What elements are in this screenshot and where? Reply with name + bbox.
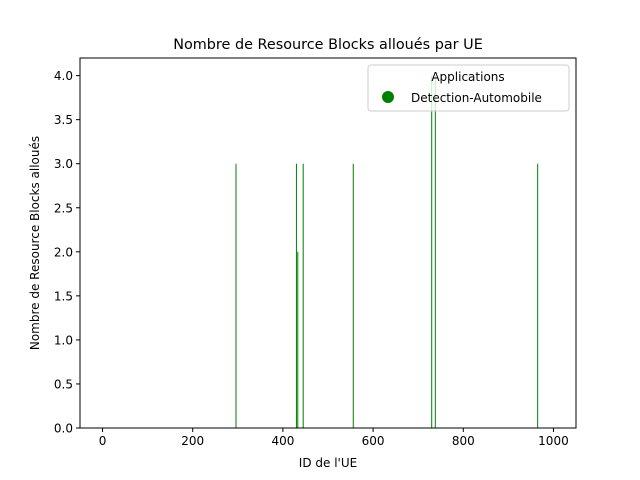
x-tick-label: 200: [181, 434, 204, 448]
x-axis-label: ID de l'UE: [299, 456, 357, 470]
x-tick-label: 400: [271, 434, 294, 448]
y-axis-ticks: 0.0 0.5 1.0 1.5 2.0 2.5 3.0 3.5 4.0: [54, 69, 80, 436]
y-tick-label: 3.0: [54, 157, 73, 171]
bar-ue-738: [434, 75, 436, 428]
legend-box: [367, 64, 570, 112]
bar-ue-556: [352, 163, 354, 428]
y-tick-label: 2.5: [54, 201, 73, 215]
bar-ue-730: [431, 75, 433, 428]
y-tick-label: 4.0: [54, 69, 73, 83]
legend-marker-detection-automobile: [382, 91, 394, 103]
bar-ue-430: [295, 163, 297, 428]
legend-title: Applications: [431, 70, 504, 84]
legend-label-detection-automobile: Detection-Automobile: [411, 91, 542, 105]
x-axis-ticks: 0 200 400 600 800 1000: [99, 428, 569, 448]
chart-title: Nombre de Resource Blocks alloués par UE: [173, 37, 483, 53]
bar-ue-433: [297, 251, 299, 428]
y-axis-label: Nombre de Resource Blocks alloués: [28, 136, 42, 350]
x-tick-label: 800: [452, 434, 475, 448]
y-tick-label: 0.5: [54, 377, 73, 391]
bar-ue-445: [302, 163, 304, 428]
y-tick-label: 2.0: [54, 245, 73, 259]
x-tick-label: 0: [99, 434, 107, 448]
bar-ue-965: [537, 163, 539, 428]
bars-group: [235, 75, 539, 428]
y-tick-label: 3.5: [54, 113, 73, 127]
y-tick-label: 1.5: [54, 289, 73, 303]
bar-ue-296: [235, 163, 237, 428]
x-tick-label: 600: [362, 434, 385, 448]
y-tick-label: 0.0: [54, 422, 73, 436]
plot-area-frame: [79, 57, 577, 429]
x-tick-label: 1000: [538, 434, 569, 448]
y-tick-label: 1.0: [54, 333, 73, 347]
legend: Applications Detection-Automobile: [367, 64, 570, 112]
